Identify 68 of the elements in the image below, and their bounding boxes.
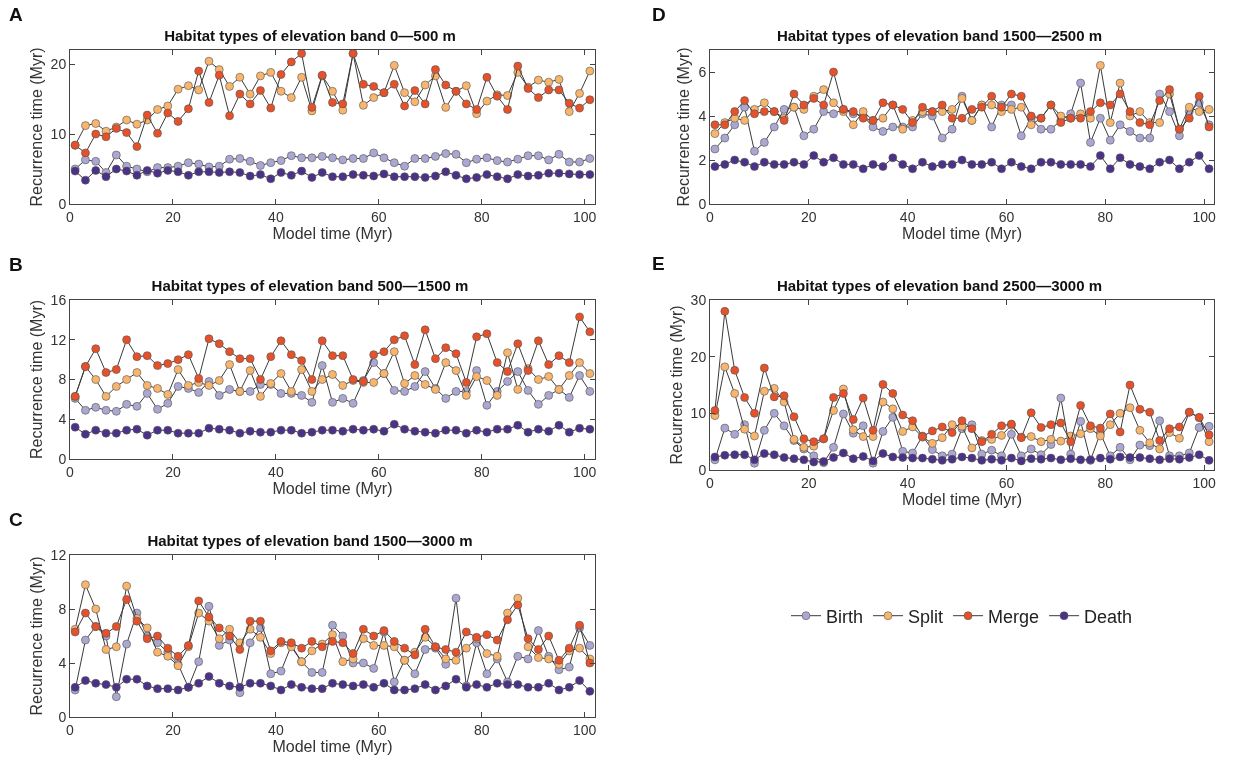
x-tick-label: 40 [268, 208, 284, 225]
x-tick-label: 60 [998, 208, 1015, 225]
y-tick-label: 10 [690, 405, 707, 422]
chart-title: Habitat types of elevation band 1500—2500 m [776, 27, 1103, 45]
y-axis-title: Recurrence time (Myr) [27, 299, 45, 460]
x-tick-label: 100 [1192, 208, 1217, 225]
x-tick-label: 100 [1192, 474, 1217, 491]
x-tick-label: 60 [371, 208, 387, 225]
y-tick-label: 4 [58, 411, 67, 428]
x-tick-label: 80 [473, 721, 490, 738]
x-axis-title: Model time (Myr) [272, 479, 393, 497]
x-tick-label: 40 [899, 208, 916, 225]
y-tick-label: 12 [50, 546, 67, 563]
y-tick-label: 30 [690, 291, 707, 308]
chart-title: Habitat types of elevation band 500—1500 m [151, 277, 469, 295]
y-tick-label: 0 [58, 708, 67, 725]
y-tick-label: 10 [50, 125, 67, 142]
y-tick-label: 2 [698, 151, 707, 168]
text: B [9, 254, 23, 275]
x-tick-label: 20 [801, 208, 817, 225]
x-tick-label: 100 [573, 463, 597, 480]
y-tick-label: 0 [58, 195, 67, 212]
x-tick-label: 80 [1097, 208, 1114, 225]
x-axis-title: Model time (Myr) [272, 224, 393, 242]
legend-label: Merge [988, 606, 1040, 627]
x-tick-label: 60 [371, 721, 387, 738]
y-tick-label: 4 [698, 107, 707, 124]
y-tick-label: 12 [50, 331, 67, 348]
x-tick-label: 60 [371, 463, 387, 480]
y-tick-label: 16 [50, 291, 67, 308]
x-tick-label: 80 [1097, 474, 1114, 491]
text: A [9, 4, 23, 25]
x-tick-label: 100 [573, 721, 597, 738]
y-axis-title: Recurrence time (Myr) [675, 47, 693, 207]
text: E [652, 253, 665, 274]
x-tick-label: 100 [573, 208, 597, 225]
legend-label: Death [1084, 606, 1133, 627]
x-tick-label: 40 [268, 721, 284, 738]
x-tick-label: 60 [998, 474, 1015, 491]
y-axis-title: Recurrence time (Myr) [667, 305, 685, 465]
legend-label: Split [908, 606, 944, 627]
x-tick-label: 80 [473, 463, 490, 480]
y-tick-label: 20 [690, 348, 707, 365]
x-tick-label: 20 [165, 208, 181, 225]
chart-title: Habitat types of elevation band 0—500 m [164, 27, 456, 45]
x-tick-label: 20 [801, 474, 817, 491]
y-axis-title: Recurrence time (Myr) [27, 556, 45, 716]
y-tick-label: 4 [58, 654, 67, 671]
x-axis-title: Model time (Myr) [901, 490, 1023, 508]
x-tick-label: 40 [899, 474, 916, 491]
y-tick-label: 8 [58, 600, 67, 617]
y-tick-label: 8 [58, 371, 67, 388]
y-axis-title: Recurrence time (Myr) [27, 47, 45, 207]
y-tick-label: 20 [50, 55, 67, 72]
x-tick-label: 20 [165, 463, 181, 480]
x-tick-label: 80 [473, 208, 490, 225]
legend-label: Birth [826, 606, 864, 627]
x-tick-label: 20 [165, 721, 181, 738]
y-tick-label: 0 [58, 450, 67, 467]
x-axis-title: Model time (Myr) [272, 737, 393, 755]
x-axis-title: Model time (Myr) [901, 224, 1023, 242]
y-tick-label: 0 [698, 195, 707, 212]
x-tick-label: 40 [268, 463, 284, 480]
text: D [652, 4, 666, 25]
chart-title: Habitat types of elevation band 1500—3000 m [147, 532, 473, 550]
chart-title: Habitat types of elevation band 2500—3000 m [776, 277, 1103, 295]
y-tick-label: 6 [698, 63, 707, 80]
text: C [9, 509, 23, 530]
